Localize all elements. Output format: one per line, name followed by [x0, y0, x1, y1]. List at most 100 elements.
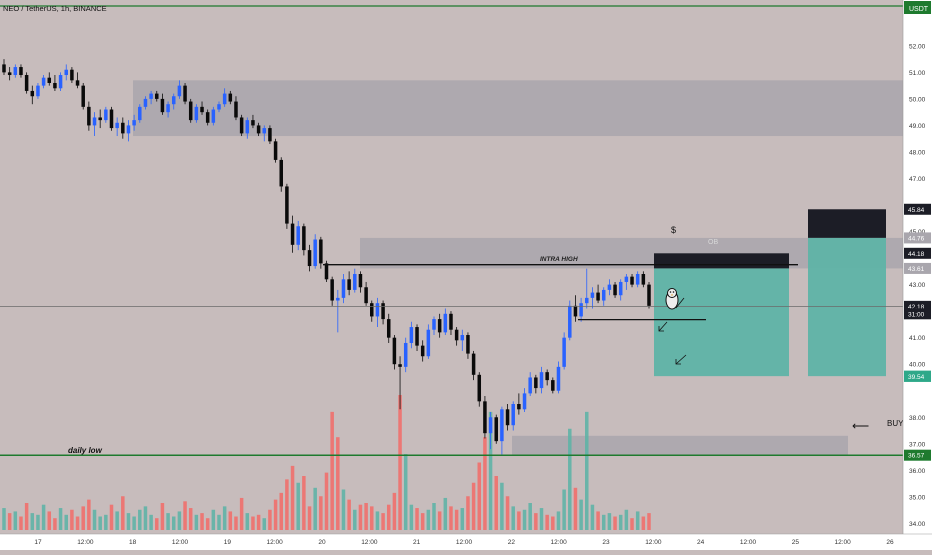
price-axis-ticks: 52.0051.0050.0049.0048.0047.0045.0043.00… — [909, 43, 926, 528]
candle — [585, 268, 589, 309]
time-tick-label: 12:00 — [77, 539, 94, 546]
volume-bar — [568, 428, 572, 530]
volume-bar — [126, 513, 131, 530]
candle-body — [483, 401, 487, 434]
volume-bar — [449, 506, 453, 530]
candle — [426, 324, 431, 359]
candle-body — [155, 93, 159, 99]
volume-bar — [403, 454, 408, 530]
volume-bar — [273, 499, 278, 530]
candle — [256, 122, 261, 137]
candle-body — [307, 250, 312, 267]
candle-body — [381, 303, 385, 320]
volume-bar — [370, 506, 374, 530]
candle-body — [296, 226, 300, 245]
candle-body — [228, 93, 233, 102]
volume-bar — [437, 511, 442, 530]
time-tick-label: 12:00 — [267, 539, 284, 546]
volume-bar — [234, 516, 238, 530]
candle-body — [121, 122, 125, 134]
candle — [268, 125, 272, 144]
dollar-label: $ — [671, 225, 676, 235]
candle — [443, 308, 448, 336]
candle — [171, 93, 176, 110]
volume-bar — [375, 511, 380, 530]
candle-body — [262, 128, 267, 134]
candle-body — [53, 82, 57, 89]
candle — [121, 117, 125, 139]
candle-body — [500, 409, 504, 442]
candle — [313, 234, 317, 269]
volume-bar — [341, 489, 346, 530]
candle-body — [211, 109, 216, 123]
volume-bar — [500, 482, 504, 530]
candle-body — [551, 380, 555, 391]
buy-label: BUY — [887, 419, 904, 428]
volume-bar — [488, 411, 493, 530]
stop-loss-box-1 — [654, 253, 789, 269]
volume-bar — [590, 504, 595, 530]
volume-bar — [528, 503, 532, 530]
volume-bar — [511, 506, 515, 530]
candle — [392, 335, 397, 370]
volume-bar — [330, 411, 334, 530]
candle-body — [58, 75, 63, 89]
volume-bar — [585, 411, 589, 530]
candle — [30, 85, 35, 105]
price-badge-bg — [904, 247, 931, 259]
volume-bar — [460, 508, 465, 530]
candle-body — [70, 69, 74, 81]
candle-body — [30, 90, 35, 97]
time-tick-label: 12:00 — [740, 539, 757, 546]
candle — [590, 287, 595, 309]
volume-bar — [47, 511, 52, 530]
candle-body — [618, 281, 623, 296]
candle — [228, 90, 233, 105]
price-badge: 43.61 — [904, 262, 931, 274]
time-axis-panel[interactable] — [0, 534, 932, 550]
candle-body — [347, 279, 351, 290]
volume-bar — [443, 497, 448, 530]
candle — [200, 101, 204, 115]
candle — [562, 332, 566, 370]
volume-bar — [98, 516, 102, 530]
volume-bar — [138, 509, 142, 530]
candle-body — [471, 353, 476, 375]
candle-body — [109, 109, 114, 129]
volume-bar — [285, 479, 289, 530]
volume-bar — [160, 503, 165, 530]
candle-body — [449, 313, 453, 330]
candle — [505, 404, 510, 431]
candle — [437, 313, 442, 338]
time-tick-label: 12:00 — [361, 539, 378, 546]
take-profit-box-2 — [808, 237, 886, 377]
candle-body — [41, 77, 46, 86]
candle — [217, 101, 221, 113]
candle — [539, 366, 544, 394]
candle — [126, 120, 131, 142]
volume-bar — [239, 497, 244, 530]
ob-label: OB — [708, 239, 718, 246]
candle — [245, 117, 250, 139]
candle — [341, 274, 346, 304]
price-tick-label: 38.00 — [909, 415, 926, 422]
candle — [647, 281, 651, 309]
candle — [579, 297, 583, 322]
candle — [81, 82, 85, 110]
volume-bar — [386, 504, 391, 530]
candle-body — [596, 292, 600, 301]
volume-bar — [551, 516, 555, 530]
price-badge: 39.54 — [904, 370, 931, 382]
candle-body — [7, 72, 12, 76]
candle-body — [528, 377, 532, 394]
candle — [239, 114, 244, 137]
candle-body — [64, 69, 68, 76]
volume-bar — [432, 503, 436, 530]
volume-bar — [573, 487, 578, 530]
price-badge-bg — [904, 232, 931, 244]
price-badge: 44.76 — [904, 232, 931, 244]
candle-body — [149, 93, 153, 99]
volume-bar — [166, 513, 170, 530]
